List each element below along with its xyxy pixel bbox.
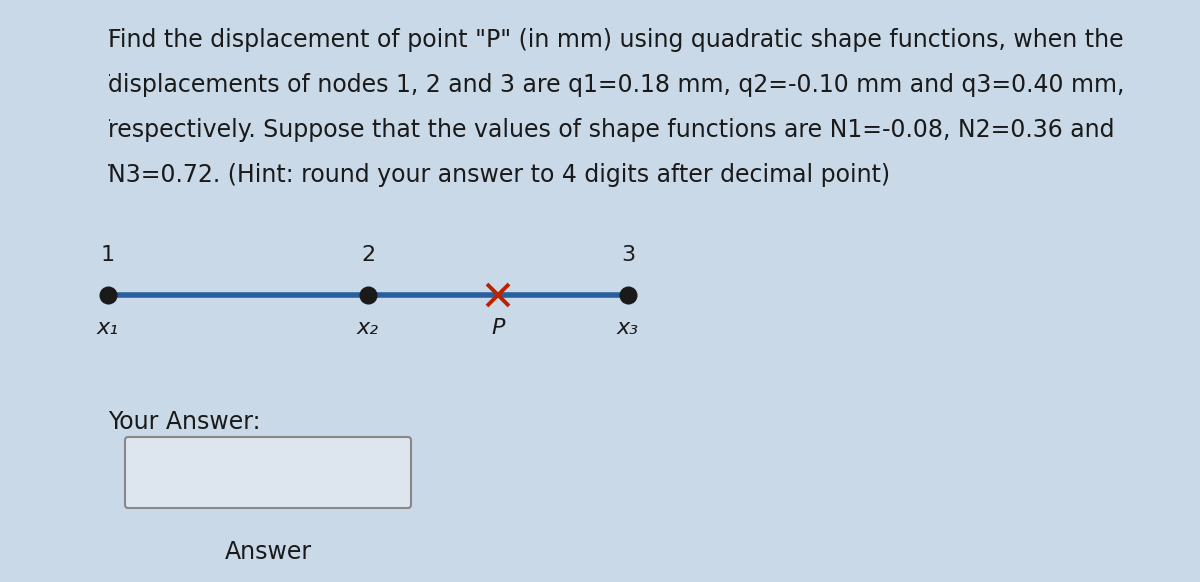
Text: 3: 3 xyxy=(620,245,635,265)
Text: respectively. Suppose that the values of shape functions are N1=-0.08, N2=0.36 a: respectively. Suppose that the values of… xyxy=(108,118,1115,142)
Text: x₂: x₂ xyxy=(358,318,379,338)
Text: P: P xyxy=(491,318,505,338)
FancyBboxPatch shape xyxy=(125,437,410,508)
Text: x₃: x₃ xyxy=(617,318,640,338)
Text: x₁: x₁ xyxy=(97,318,119,338)
Text: N3=0.72. (Hint: round your answer to 4 digits after decimal point): N3=0.72. (Hint: round your answer to 4 d… xyxy=(108,163,890,187)
Text: 2: 2 xyxy=(361,245,376,265)
Text: 1: 1 xyxy=(101,245,115,265)
Text: displacements of nodes 1, 2 and 3 are q1=0.18 mm, q2=-0.10 mm and q3=0.40 mm,: displacements of nodes 1, 2 and 3 are q1… xyxy=(108,73,1124,97)
Text: Find the displacement of point "P" (in mm) using quadratic shape functions, when: Find the displacement of point "P" (in m… xyxy=(108,28,1123,52)
Text: Answer: Answer xyxy=(224,540,312,564)
Text: Your Answer:: Your Answer: xyxy=(108,410,260,434)
